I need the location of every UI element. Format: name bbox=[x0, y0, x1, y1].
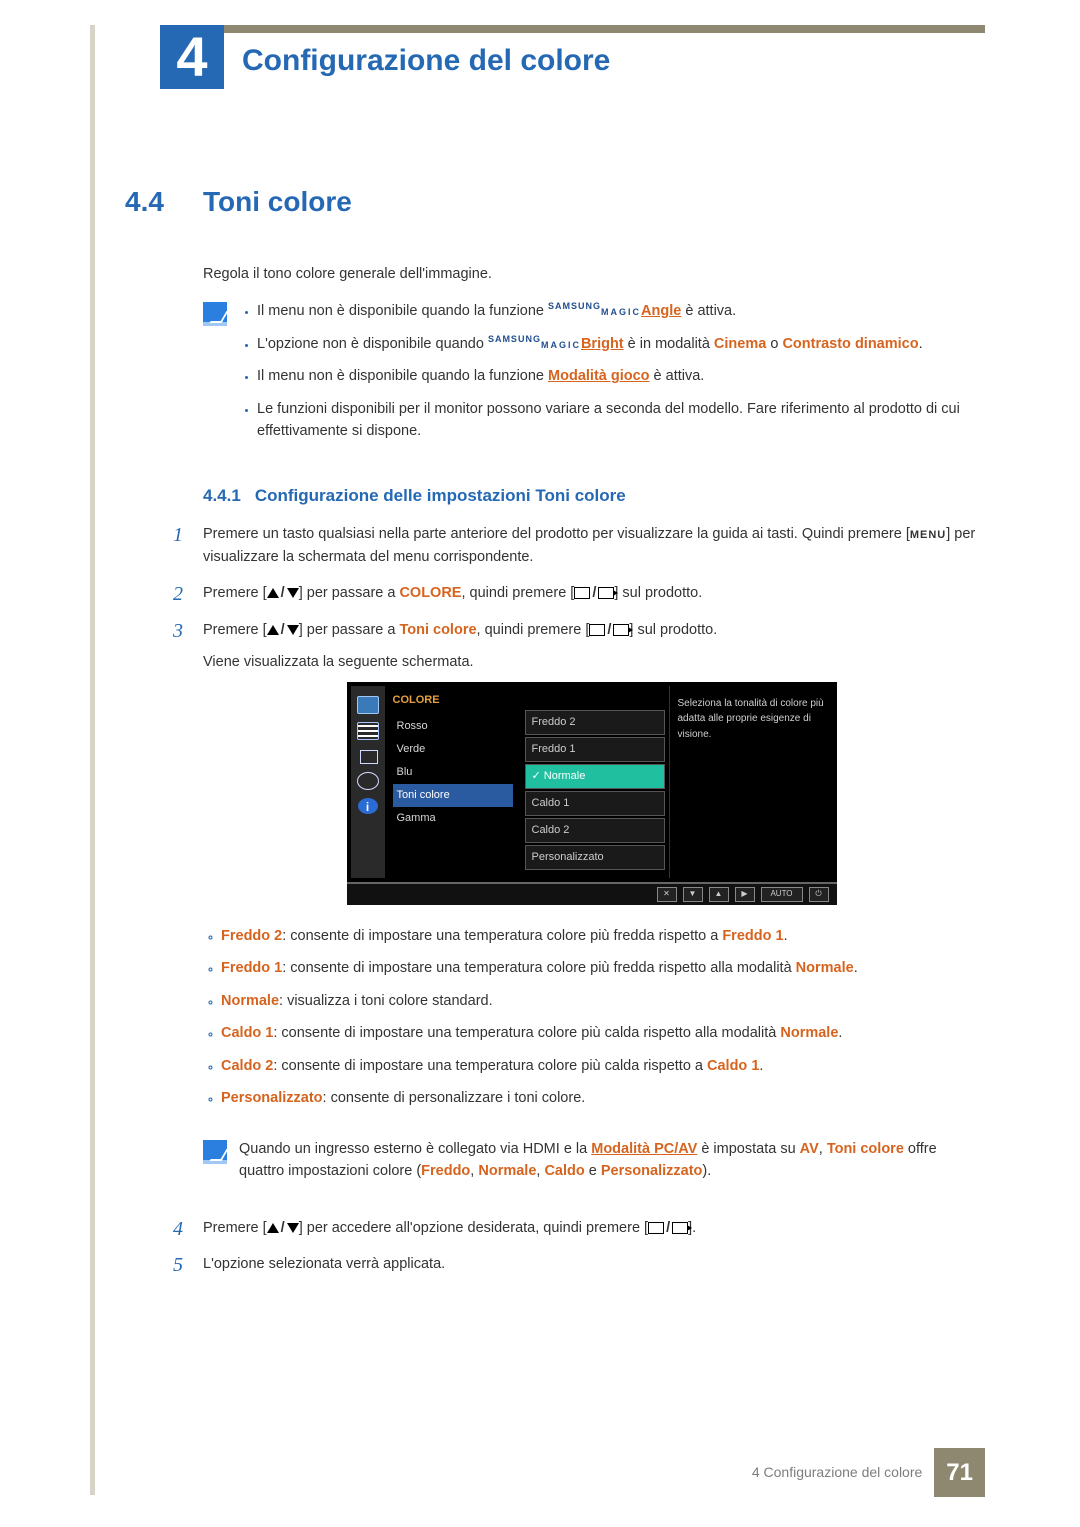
osd-option-item: ✓ Normale bbox=[525, 764, 665, 789]
step-item: Premere [/] per passare a Toni colore, q… bbox=[173, 619, 980, 1217]
osd-option-item: Caldo 1 bbox=[525, 791, 665, 816]
chapter-title: Configurazione del colore bbox=[242, 38, 610, 85]
chapter-title-bar: Configurazione del colore bbox=[224, 25, 985, 89]
description-item: Freddo 1: consente di impostare una temp… bbox=[221, 957, 980, 989]
note-item: Il menu non è disponibile quando la funz… bbox=[257, 300, 980, 332]
enter-icon: / bbox=[589, 619, 629, 641]
osd-option-item: Freddo 2 bbox=[525, 710, 665, 735]
osd-menu-item: Verde bbox=[393, 738, 513, 761]
osd-footer: ✕ ▼ ▲ ▶ AUTO ⏻ bbox=[347, 882, 837, 905]
left-margin-stripe bbox=[90, 25, 95, 1495]
osd-menu-item: Rosso bbox=[393, 715, 513, 738]
description-item: Personalizzato: consente di personalizza… bbox=[221, 1087, 980, 1119]
up-down-icon: / bbox=[267, 1217, 299, 1239]
chapter-number-box: 4 bbox=[160, 25, 224, 89]
osd-option-item: Caldo 2 bbox=[525, 818, 665, 843]
step-item: L'opzione selezionata verrà applicata. bbox=[173, 1253, 980, 1289]
subsection-title: Configurazione delle impostazioni Toni c… bbox=[255, 486, 626, 505]
note-text: Quando un ingresso esterno è collegato v… bbox=[239, 1138, 980, 1183]
osd-menu-item: Gamma bbox=[393, 807, 513, 830]
note-list: Il menu non è disponibile quando la funz… bbox=[239, 300, 980, 452]
gear-icon bbox=[357, 772, 379, 790]
footer-chapter-label: 4 Configurazione del colore bbox=[752, 1462, 922, 1484]
steps-list: Premere un tasto qualsiasi nella parte a… bbox=[173, 523, 980, 1290]
osd-option-item: Freddo 1 bbox=[525, 737, 665, 762]
note-box-2: Quando un ingresso esterno è collegato v… bbox=[203, 1138, 980, 1183]
description-item: Caldo 2: consente di impostare una tempe… bbox=[221, 1055, 980, 1087]
note-item: Le funzioni disponibili per il monitor p… bbox=[257, 398, 980, 453]
up-down-icon: / bbox=[267, 582, 299, 604]
info-icon: i bbox=[358, 798, 378, 814]
position-icon bbox=[358, 748, 378, 764]
osd-menu-item: Toni colore bbox=[393, 784, 513, 807]
footer-page-number: 71 bbox=[934, 1448, 985, 1497]
enter-icon: / bbox=[648, 1217, 688, 1239]
note-icon bbox=[203, 1140, 227, 1164]
subsection-number: 4.4.1 bbox=[203, 486, 241, 505]
osd-help-text: Seleziona la tonalità di colore più adat… bbox=[669, 686, 833, 878]
osd-power-icon: ⏻ bbox=[809, 887, 829, 902]
note-item: L'opzione non è disponibile quando SAMSU… bbox=[257, 333, 980, 365]
note-item: Il menu non è disponibile quando la funz… bbox=[257, 365, 980, 397]
monitor-icon bbox=[357, 696, 379, 714]
osd-menu-screenshot: i COLORE RossoVerdeBluToni coloreGamma F… bbox=[347, 682, 837, 905]
description-item: Freddo 2: consente di impostare una temp… bbox=[221, 925, 980, 957]
step-item: Premere un tasto qualsiasi nella parte a… bbox=[173, 523, 980, 582]
up-down-icon: / bbox=[267, 619, 299, 641]
enter-icon: / bbox=[574, 582, 614, 604]
osd-down-icon: ▼ bbox=[683, 887, 703, 902]
section-title: Toni colore bbox=[203, 180, 352, 223]
section-heading: 4.4 Toni colore bbox=[125, 180, 980, 223]
list-icon bbox=[357, 722, 379, 740]
osd-close-icon: ✕ bbox=[657, 887, 677, 902]
osd-right-icon: ▶ bbox=[735, 887, 755, 902]
intro-text: Regola il tono colore generale dell'imma… bbox=[203, 263, 980, 285]
step-item: Premere [/] per accedere all'opzione des… bbox=[173, 1217, 980, 1254]
osd-icon-rail: i bbox=[351, 686, 385, 878]
option-descriptions: Freddo 2: consente di impostare una temp… bbox=[203, 925, 980, 1120]
page-footer: 4 Configurazione del colore 71 bbox=[752, 1448, 985, 1497]
section-number: 4.4 bbox=[125, 180, 185, 223]
note-icon bbox=[203, 302, 227, 326]
osd-option-item: Personalizzato bbox=[525, 845, 665, 870]
description-item: Caldo 1: consente di impostare una tempe… bbox=[221, 1022, 980, 1054]
chapter-header: 4 Configurazione del colore bbox=[160, 25, 985, 89]
osd-menu-item: Blu bbox=[393, 761, 513, 784]
description-item: Normale: visualizza i toni colore standa… bbox=[221, 990, 980, 1022]
osd-auto-button: AUTO bbox=[761, 887, 803, 902]
osd-header: COLORE bbox=[393, 692, 513, 709]
subsection-heading: 4.4.1 Configurazione delle impostazioni … bbox=[203, 483, 980, 509]
note-box-1: Il menu non è disponibile quando la funz… bbox=[203, 300, 980, 452]
osd-up-icon: ▲ bbox=[709, 887, 729, 902]
step-item: Premere [/] per passare a COLORE, quindi… bbox=[173, 582, 980, 619]
